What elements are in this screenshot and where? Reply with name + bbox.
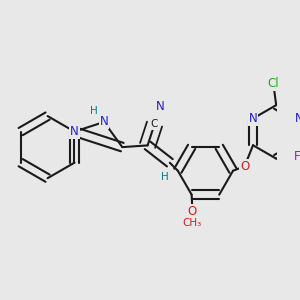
Text: N: N (156, 100, 165, 113)
Text: N: N (249, 112, 257, 125)
Text: H: H (90, 106, 98, 116)
Text: N: N (70, 125, 79, 138)
Text: N: N (100, 116, 108, 128)
Text: F: F (294, 150, 300, 163)
Text: O: O (240, 160, 249, 173)
Text: Cl: Cl (268, 77, 279, 90)
Text: H: H (161, 172, 169, 182)
Text: C: C (151, 119, 158, 129)
Text: N: N (295, 112, 300, 125)
Text: O: O (188, 206, 197, 218)
Text: CH₃: CH₃ (183, 218, 202, 228)
